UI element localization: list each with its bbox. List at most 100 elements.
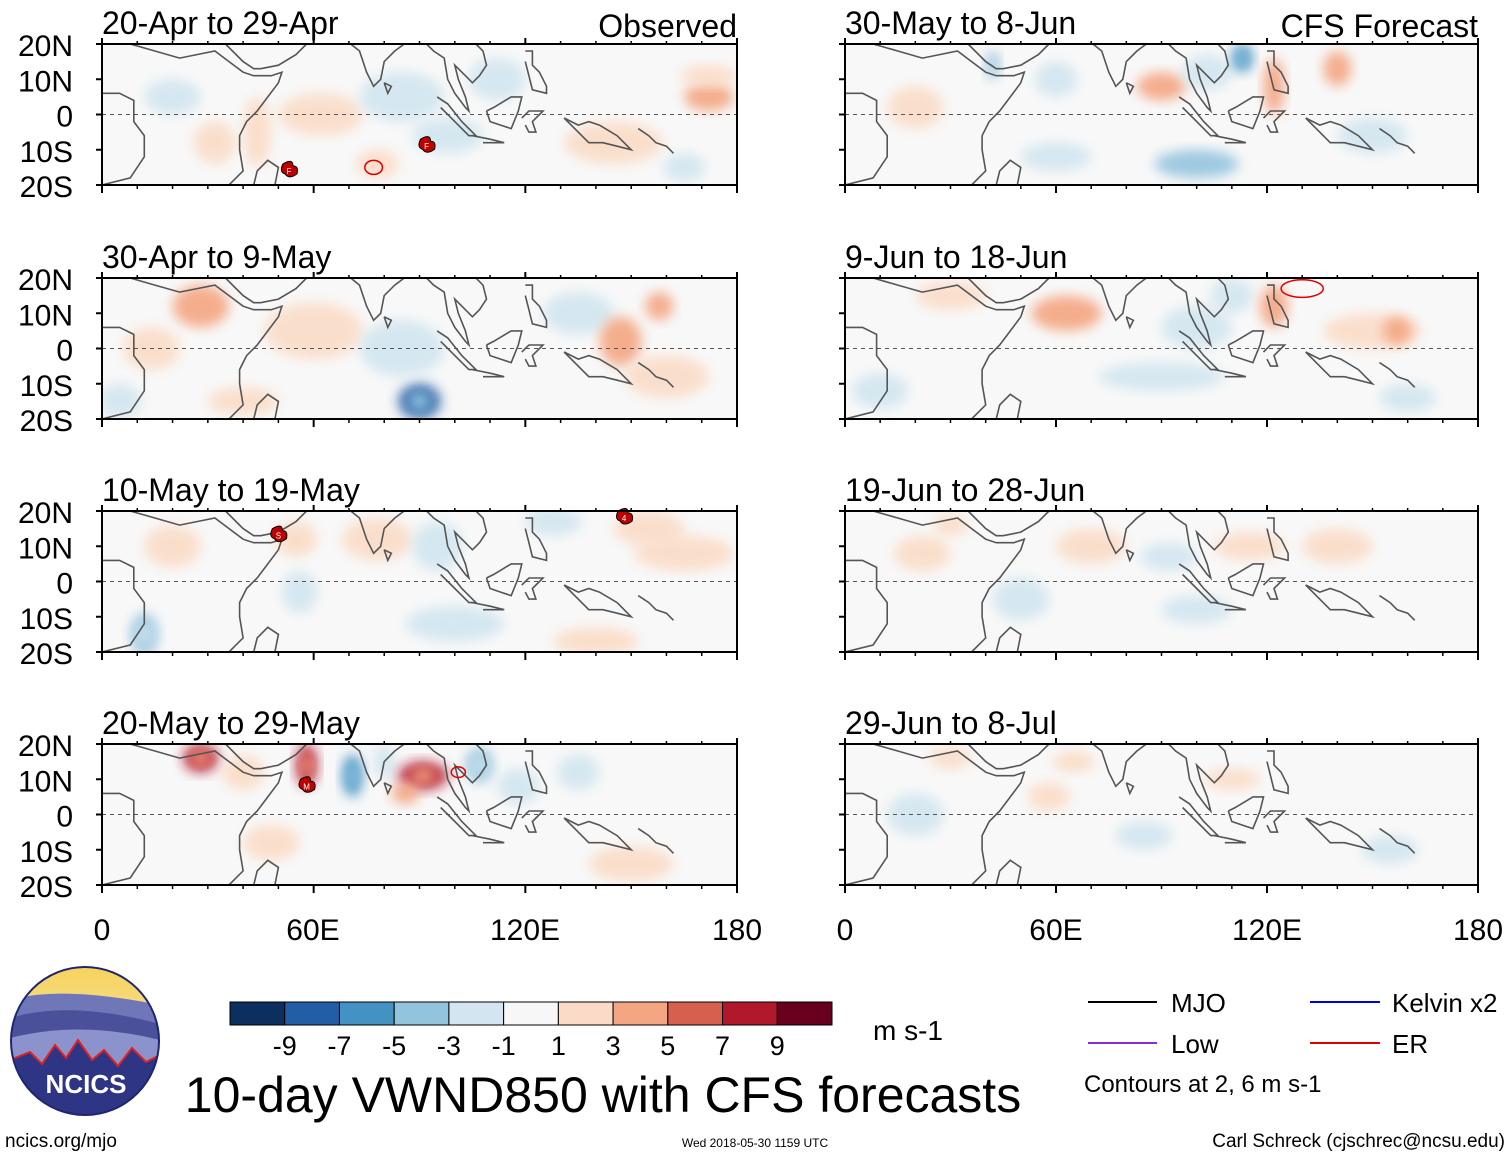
y-tick-label: 20N: [18, 30, 73, 63]
anomaly-blob: [468, 58, 526, 101]
coastline: [1266, 750, 1289, 795]
coastline: [1214, 601, 1247, 611]
coastlines: [845, 511, 1416, 652]
coastline: [525, 26, 529, 37]
anomaly-blob: [557, 754, 600, 790]
coastline: [1262, 344, 1287, 367]
anomaly-blob: [1379, 383, 1436, 412]
y-tick-label: 0: [56, 801, 73, 834]
coastline: [1267, 260, 1271, 271]
anomaly-blob: [497, 768, 540, 804]
x-axis-right: 0 60E 120E 180: [837, 914, 1503, 947]
anomaly-blob: [1056, 528, 1127, 564]
colorbar-swatch: [229, 1001, 286, 1026]
anomaly-blob: [1361, 835, 1419, 864]
storm-letter: M: [303, 782, 310, 791]
map-panel: 9-Jun to 18-Jun: [839, 239, 1479, 427]
er-contour: [450, 766, 467, 779]
anomaly-blob: [599, 316, 642, 367]
anomaly-blob: [1383, 316, 1412, 345]
coastline: [102, 559, 146, 652]
coastline: [485, 96, 523, 130]
coastline: [224, 511, 308, 537]
y-tick-label: 20S: [20, 405, 73, 438]
y-tick-label: 20N: [18, 497, 73, 530]
anomaly-core: [1237, 51, 1248, 66]
coastline: [1091, 511, 1148, 555]
anomaly-blob: [1052, 751, 1095, 773]
y-tick-label: 10N: [18, 765, 73, 798]
anomaly-blob: [1154, 149, 1239, 178]
colorbar: -9 -7 -5 -3 -1 1 3 5 7 9: [229, 1001, 833, 1061]
coastline: [425, 511, 488, 581]
coastline: [1267, 726, 1271, 737]
panel-date-label: 20-May to 29-May: [102, 705, 360, 741]
coastline: [425, 278, 488, 348]
coastline: [1379, 127, 1416, 154]
y-tick-label: 20S: [20, 638, 73, 671]
storm-letter: F: [287, 167, 292, 176]
anomaly-blob: [193, 121, 237, 164]
anomaly-blob: [915, 281, 986, 310]
anomaly-blob: [680, 65, 737, 87]
coastlines: [845, 26, 1416, 185]
coastline: [383, 316, 393, 330]
colorbar-tick-label: 5: [660, 1031, 675, 1061]
coastline: [425, 44, 488, 114]
coastline: [521, 577, 545, 600]
storm-icon: S: [270, 525, 288, 543]
coastline: [102, 44, 284, 185]
coastline: [252, 393, 280, 419]
colorbar-swatch: [612, 1001, 669, 1026]
anomaly-core: [137, 623, 152, 645]
coastline: [472, 368, 505, 378]
coastline: [967, 278, 1050, 304]
anomaly-blob: [1031, 295, 1102, 331]
coastline: [995, 626, 1022, 652]
footer-url[interactable]: ncics.org/mjo: [5, 1131, 117, 1152]
coastline: [1227, 96, 1265, 130]
coastline: [1267, 26, 1271, 37]
anomaly-blob: [1337, 118, 1408, 154]
x-tick-label: 120E: [1232, 914, 1302, 947]
coastline: [1227, 330, 1265, 364]
coastline: [1227, 563, 1265, 597]
colorbar-tick-label: 9: [770, 1031, 785, 1061]
colorbar-tick-label: 3: [606, 1031, 621, 1061]
colorbar-swatch: [338, 1001, 395, 1026]
y-tick-label: 10S: [20, 370, 73, 403]
coastline: [563, 117, 634, 152]
colorbar-swatch: [284, 1001, 340, 1026]
coastline: [525, 493, 529, 504]
anomaly-blob: [144, 525, 201, 568]
y-tick-label: 0: [56, 101, 73, 134]
colorbar-units: m s-1: [873, 1015, 943, 1046]
y-tick-label: 0: [56, 568, 73, 601]
anomaly-field: [102, 285, 709, 419]
anomaly-blob: [405, 606, 505, 642]
coastline: [1266, 284, 1289, 329]
coastline: [845, 326, 888, 419]
y-tick-label: 20N: [18, 264, 73, 297]
coastline: [967, 511, 1050, 537]
x-tick-label: 0: [837, 914, 854, 947]
cfs-forecast-label: CFS Forecast: [1281, 8, 1478, 44]
anomaly-blob: [1203, 768, 1260, 790]
anomaly-blob: [172, 285, 229, 328]
coastline: [967, 744, 1050, 770]
coastline: [485, 330, 523, 364]
coastline: [637, 361, 675, 388]
colorbar-swatch: [776, 1001, 833, 1026]
coastline: [1125, 782, 1135, 796]
anomaly-blob: [894, 535, 951, 571]
anomaly-blob: [542, 292, 614, 335]
anomaly-blob: [1140, 542, 1197, 571]
anomaly-core: [301, 754, 312, 776]
colorbar-tick-label: -5: [382, 1031, 406, 1061]
anomaly-blob: [1098, 362, 1225, 391]
legend-label-low: Low: [1171, 1029, 1219, 1059]
anomaly-blob: [564, 121, 663, 164]
colorbar-tick-label: -3: [437, 1031, 461, 1061]
logo-text: NCICS: [46, 1069, 127, 1099]
colorbar-swatch: [393, 1001, 450, 1026]
